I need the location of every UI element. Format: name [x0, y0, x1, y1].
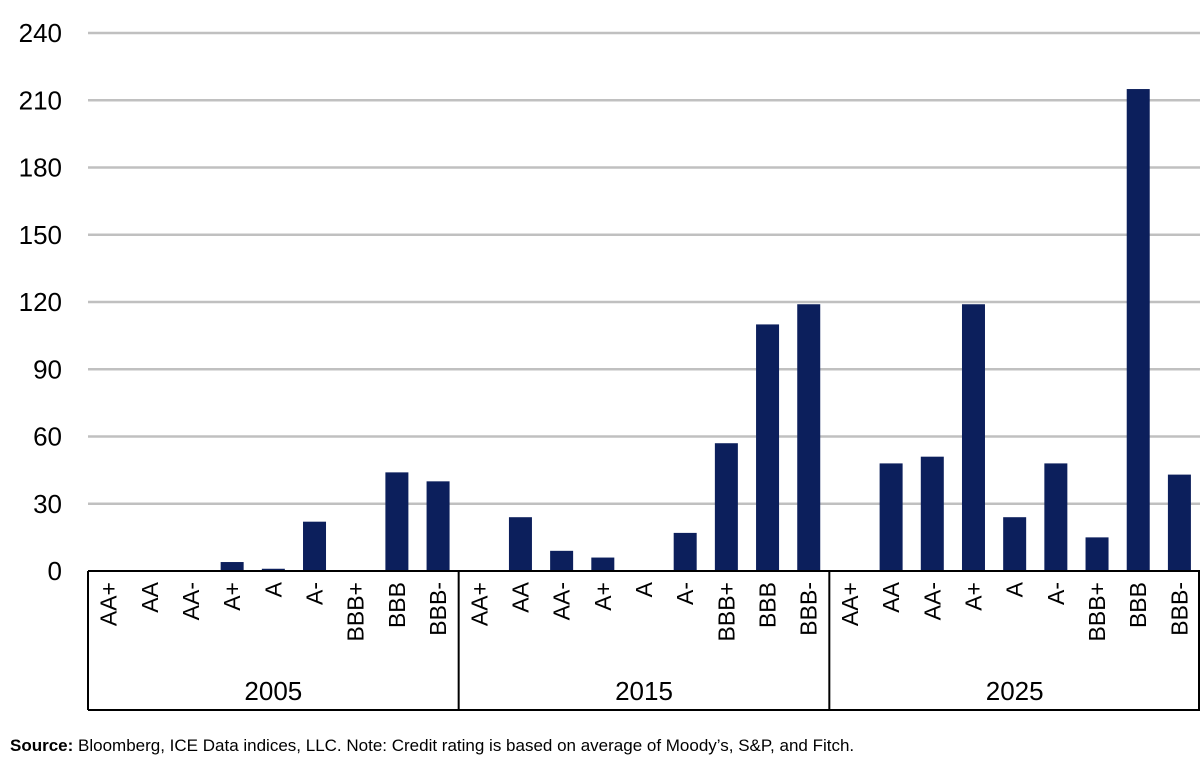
x-tick-label: A- [1043, 582, 1069, 605]
bar [550, 550, 574, 571]
bar [797, 304, 821, 571]
x-tick-label: AA- [178, 582, 204, 620]
x-tick-label: A- [302, 582, 328, 605]
bar [385, 472, 409, 571]
bar [1167, 474, 1191, 571]
group-label: 2025 [986, 676, 1044, 706]
x-tick-label: AA+ [466, 582, 492, 626]
x-tick-label: BBB+ [343, 582, 369, 641]
x-tick-label: AA+ [96, 582, 122, 626]
x-tick-label: A [631, 581, 657, 597]
x-tick-label: AA+ [837, 582, 863, 626]
bar [1085, 537, 1109, 571]
x-tick-label: AA [878, 581, 904, 612]
y-tick-label: 180 [19, 153, 62, 183]
bar [961, 304, 985, 571]
source-note: Source: Bloomberg, ICE Data indices, LLC… [10, 736, 854, 756]
source-label: Source: [10, 736, 74, 755]
y-tick-label: 60 [33, 422, 62, 452]
bar [1003, 517, 1027, 571]
bar [591, 557, 615, 571]
x-tick-label: BBB [1125, 582, 1151, 628]
x-tick-label: A- [672, 582, 698, 605]
source-text: Bloomberg, ICE Data indices, LLC. Note: … [73, 736, 855, 755]
bar [673, 532, 697, 571]
x-tick-label: BBB [384, 582, 410, 628]
y-tick-label: 90 [33, 354, 62, 384]
x-tick-label: AA- [549, 582, 575, 620]
y-tick-label: 150 [19, 220, 62, 250]
x-tick-label: A [260, 581, 286, 597]
group-label: 2015 [615, 676, 673, 706]
x-tick-label: AA [137, 581, 163, 612]
x-tick-label: A+ [590, 582, 616, 611]
group-label: 2005 [244, 676, 302, 706]
x-tick-label: BBB+ [713, 582, 739, 641]
bar [1044, 463, 1068, 571]
x-tick-label: BBB- [1166, 582, 1192, 636]
x-tick-label: BBB- [425, 582, 451, 636]
bar [426, 481, 450, 571]
bar [756, 324, 780, 571]
x-tick-label: A+ [219, 582, 245, 611]
y-tick-label: 240 [19, 18, 62, 48]
x-tick-label: AA- [919, 582, 945, 620]
x-tick-label: AA [507, 581, 533, 612]
x-tick-label: BBB+ [1084, 582, 1110, 641]
y-tick-label: 0 [48, 556, 62, 586]
x-tick-label: BBB [755, 582, 781, 628]
bar [220, 562, 244, 571]
x-tick-label: A [1002, 581, 1028, 597]
y-tick-label: 120 [19, 287, 62, 317]
x-tick-label: A+ [960, 582, 986, 611]
bar [920, 456, 944, 571]
bar [261, 568, 285, 571]
bar [1126, 89, 1150, 572]
bar [714, 443, 738, 571]
bar [303, 521, 327, 571]
y-tick-label: 30 [33, 489, 62, 519]
bar [508, 517, 532, 571]
bar [879, 463, 903, 571]
x-tick-label: BBB- [796, 582, 822, 636]
y-tick-label: 210 [19, 85, 62, 115]
